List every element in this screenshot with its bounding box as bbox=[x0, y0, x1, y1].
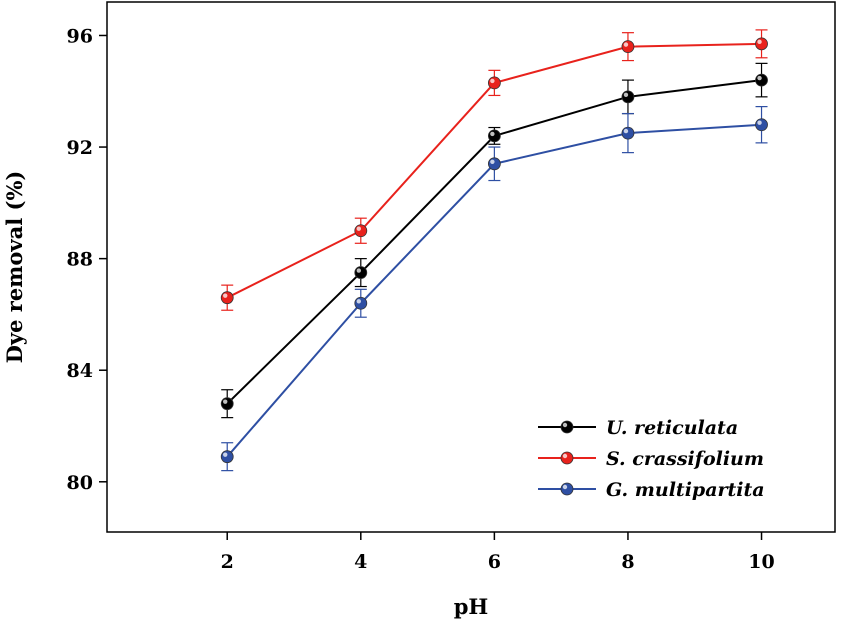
x-tick-label: 4 bbox=[354, 551, 367, 573]
y-tick-label: 92 bbox=[67, 137, 93, 159]
data-point bbox=[220, 291, 234, 305]
data-point bbox=[354, 266, 368, 279]
data-point bbox=[755, 73, 768, 87]
legend: U. reticulata S. crassifolium G. multipart… bbox=[538, 417, 765, 501]
data-point-highlight bbox=[223, 399, 228, 404]
series-3 bbox=[220, 106, 768, 472]
legend-marker-highlight bbox=[562, 453, 568, 459]
y-axis-label: Dye removal (%) bbox=[2, 171, 27, 364]
data-point-highlight bbox=[623, 128, 629, 134]
y-axis: 80 84 88 92 96 bbox=[67, 25, 107, 494]
data-point bbox=[621, 40, 635, 54]
series-layer bbox=[220, 29, 768, 472]
x-tick-label: 6 bbox=[488, 551, 501, 573]
legend-label: U. reticulata bbox=[606, 417, 738, 439]
data-point-highlight bbox=[757, 39, 762, 45]
data-point bbox=[755, 37, 768, 51]
data-point bbox=[487, 129, 501, 143]
legend-marker bbox=[560, 420, 574, 434]
y-tick-label: 88 bbox=[67, 249, 93, 271]
x-axis-label: pH bbox=[454, 594, 489, 619]
data-point-highlight bbox=[490, 131, 495, 137]
data-point-highlight bbox=[490, 159, 495, 164]
x-axis: 2 4 6 8 10 bbox=[221, 532, 775, 573]
data-point-highlight bbox=[356, 226, 361, 231]
data-point bbox=[621, 126, 635, 140]
data-point bbox=[354, 224, 368, 238]
x-tick-label: 2 bbox=[221, 551, 234, 573]
legend-marker bbox=[560, 451, 574, 465]
x-tick-label: 10 bbox=[748, 551, 774, 573]
data-point-highlight bbox=[356, 299, 361, 304]
y-tick-label: 84 bbox=[67, 360, 93, 382]
data-point-highlight bbox=[757, 120, 762, 125]
legend-marker-highlight bbox=[562, 422, 568, 428]
series-1 bbox=[220, 62, 768, 419]
legend-label: S. crassifolium bbox=[606, 448, 764, 470]
y-tick-label: 80 bbox=[67, 472, 93, 494]
data-point-highlight bbox=[623, 92, 629, 98]
data-point-highlight bbox=[490, 78, 495, 84]
x-tick-label: 8 bbox=[621, 551, 634, 573]
legend-marker-highlight bbox=[562, 484, 568, 490]
series-2 bbox=[220, 29, 768, 311]
data-point-highlight bbox=[356, 268, 361, 273]
data-point bbox=[755, 118, 768, 132]
data-point bbox=[621, 90, 635, 104]
data-point-highlight bbox=[223, 293, 228, 298]
plot-frame bbox=[106, 1, 836, 533]
data-point-highlight bbox=[623, 42, 629, 47]
legend-marker bbox=[560, 482, 574, 496]
data-point bbox=[487, 76, 501, 90]
y-tick-label: 96 bbox=[67, 25, 93, 47]
legend-label: G. multipartita bbox=[606, 479, 765, 501]
data-point-highlight bbox=[223, 452, 228, 457]
data-point bbox=[354, 296, 368, 310]
data-point bbox=[220, 397, 234, 411]
data-point bbox=[220, 450, 234, 464]
data-point bbox=[487, 157, 501, 171]
data-point-highlight bbox=[757, 75, 762, 81]
